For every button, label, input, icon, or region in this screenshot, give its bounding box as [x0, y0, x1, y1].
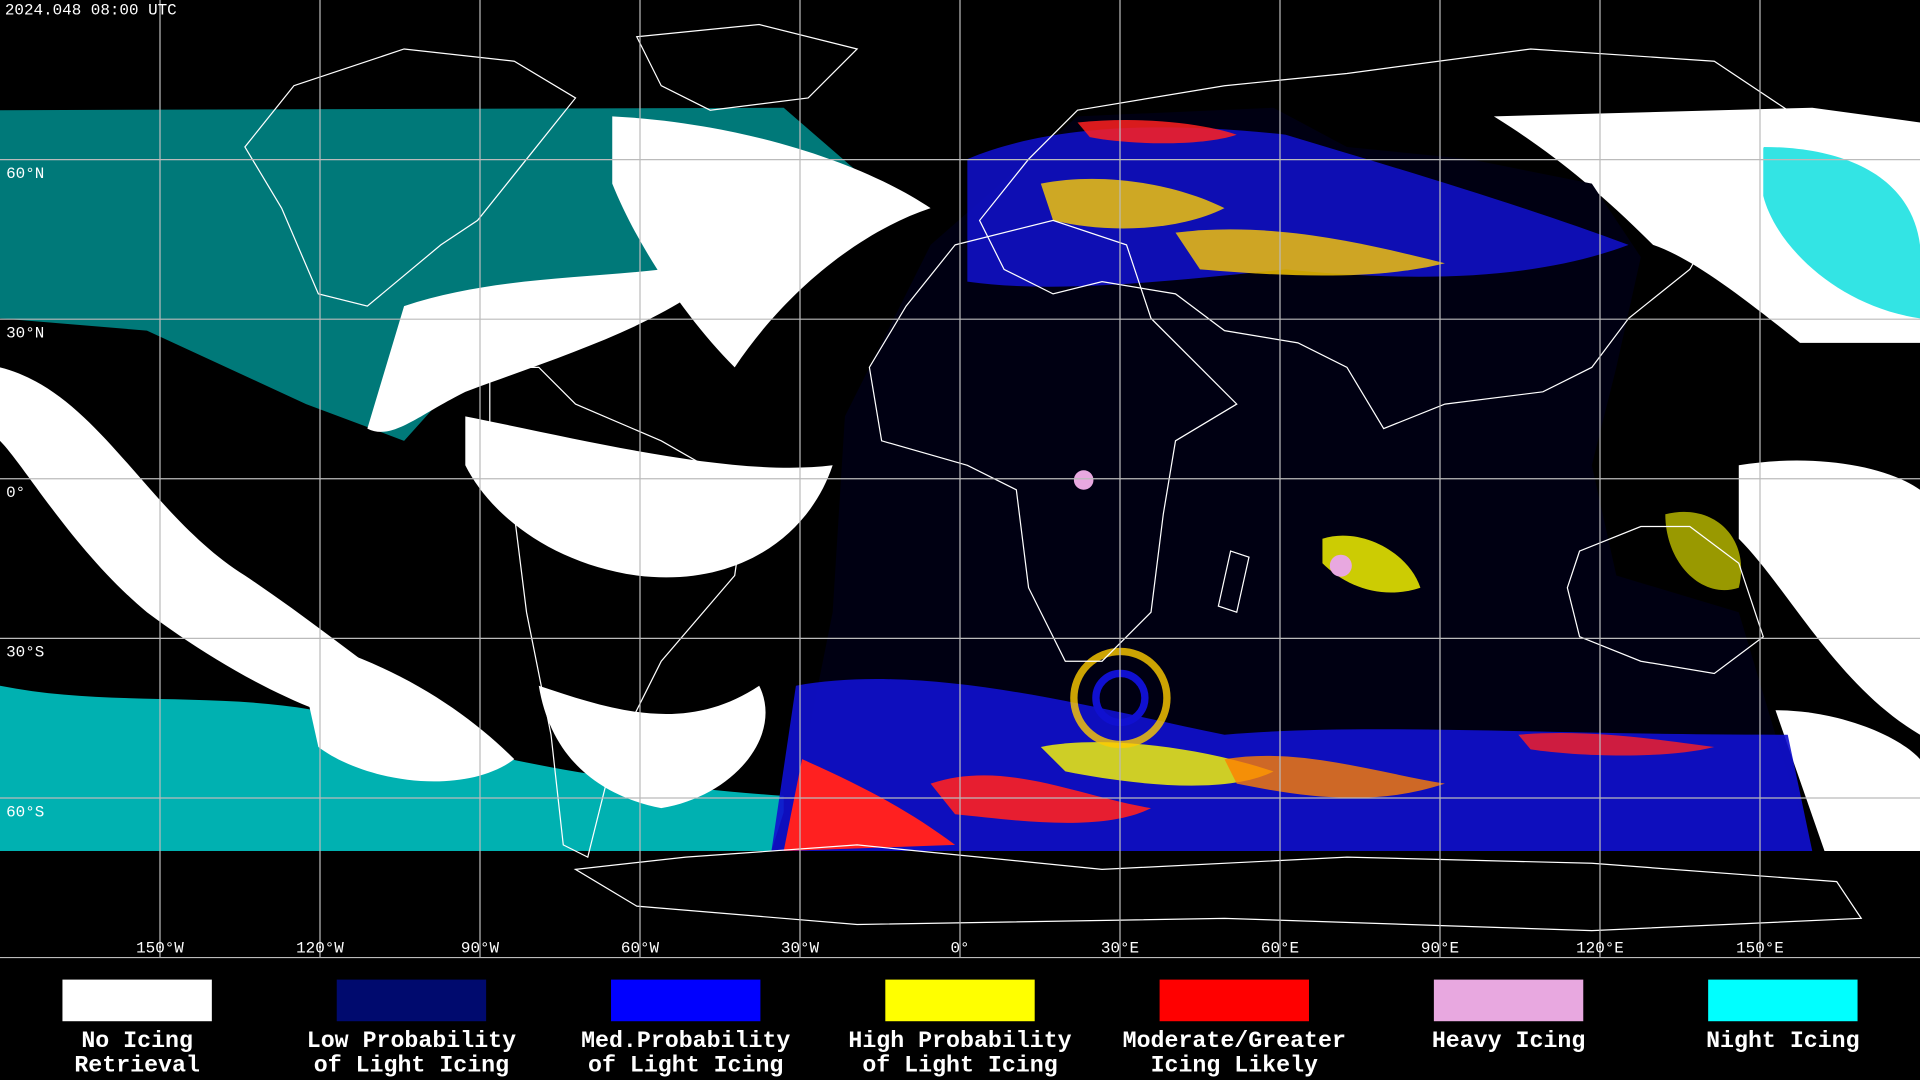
- legend-swatch: [62, 979, 212, 1022]
- latitude-label: 60°S: [6, 803, 44, 821]
- legend-swatch: [336, 979, 487, 1022]
- legend-label: Heavy Icing: [1432, 1028, 1585, 1054]
- legend-swatch: [1433, 979, 1584, 1022]
- graticule: 150°W 120°W 90°W 60°W 30°W 0° 30°E 60°E 90°E 120°…: [0, 0, 1920, 959]
- longitude-label: 90°W: [461, 940, 500, 958]
- longitude-label: 30°E: [1101, 940, 1139, 958]
- legend-swatch: [611, 979, 761, 1022]
- coastlines: [244, 23, 1863, 932]
- legend-label: of Light Icing: [314, 1052, 509, 1078]
- latitude-label: 0°: [6, 484, 25, 502]
- longitude-label: 60°E: [1261, 940, 1299, 958]
- timestamp: 2024.048 08:00 UTC: [5, 2, 177, 20]
- legend-swatch: [885, 979, 1035, 1022]
- legend-label: of Light Icing: [862, 1052, 1057, 1078]
- legend-label: Icing Likely: [1151, 1052, 1318, 1078]
- legend-label: Low Probability: [307, 1028, 516, 1054]
- legend-swatch: [1159, 979, 1309, 1022]
- longitude-label: 120°E: [1576, 940, 1624, 958]
- legend-label: High Probability: [848, 1028, 1071, 1054]
- legend-label: No Icing: [81, 1028, 193, 1054]
- longitude-label: 90°E: [1421, 940, 1459, 958]
- longitude-label: 30°W: [781, 940, 820, 958]
- longitude-label: 150°E: [1736, 940, 1784, 958]
- longitude-label: 60°W: [621, 940, 660, 958]
- longitude-label: 120°W: [296, 940, 344, 958]
- latitude-label: 60°N: [6, 165, 44, 183]
- latitude-label: 30°N: [6, 325, 44, 343]
- legend-label: Moderate/Greater: [1123, 1028, 1346, 1054]
- longitude-label: 150°W: [136, 940, 184, 958]
- legend-label: Night Icing: [1706, 1028, 1859, 1054]
- legend-label: of Light Icing: [588, 1052, 783, 1078]
- longitude-label: 0°: [950, 940, 969, 958]
- legend-label: Med.Probability: [581, 1028, 790, 1054]
- legend-label: Retrieval: [74, 1052, 200, 1078]
- legend-swatch: [1708, 979, 1858, 1022]
- latitude-label: 30°S: [6, 644, 44, 662]
